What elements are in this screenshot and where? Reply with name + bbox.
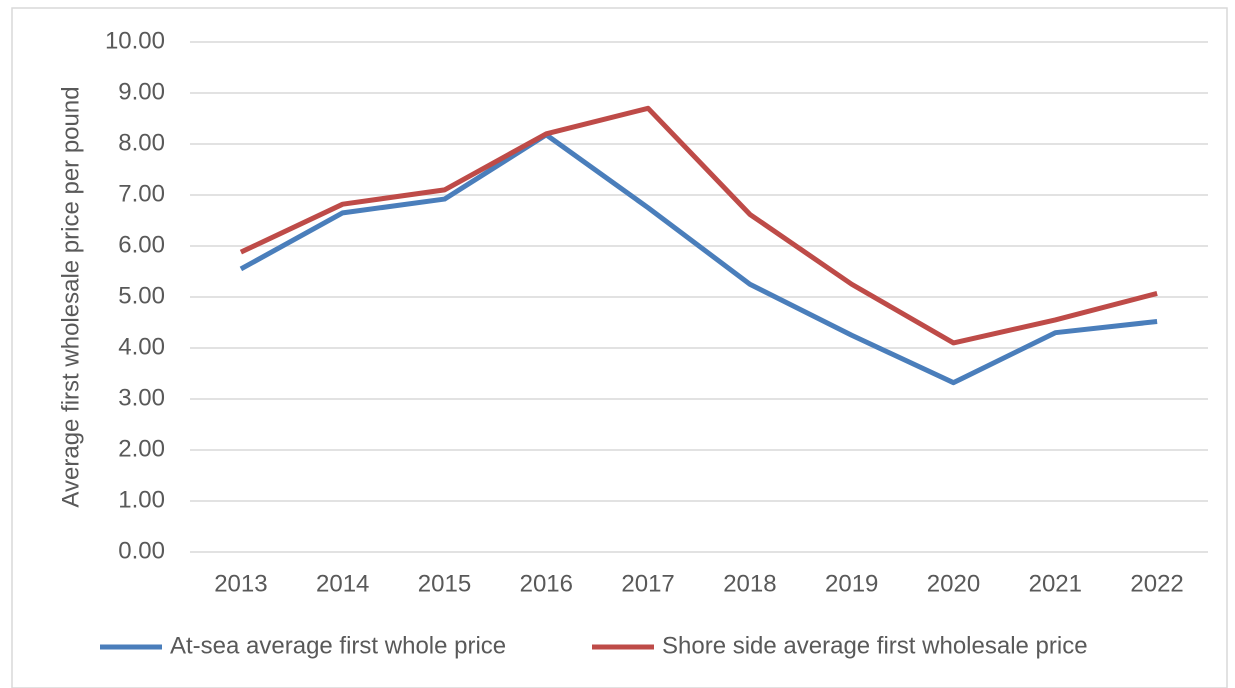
x-tick-label: 2020 <box>927 570 980 597</box>
legend-label: Shore side average first wholesale price <box>662 632 1088 659</box>
x-tick-label: 2014 <box>316 570 369 597</box>
y-tick-label: 9.00 <box>118 78 165 105</box>
x-tick-label: 2022 <box>1130 570 1183 597</box>
y-tick-label: 10.00 <box>105 27 165 54</box>
y-tick-label: 5.00 <box>118 282 165 309</box>
y-tick-label: 2.00 <box>118 435 165 462</box>
y-tick-label: 7.00 <box>118 180 165 207</box>
y-tick-label: 0.00 <box>118 537 165 564</box>
series-line <box>239 132 1158 386</box>
legend-label: At-sea average first whole price <box>170 632 506 659</box>
y-axis-label: Average first wholesale price per pound <box>57 86 84 507</box>
x-tick-label: 2019 <box>825 570 878 597</box>
x-tick-label: 2015 <box>418 570 471 597</box>
x-tick-label: 2017 <box>621 570 674 597</box>
y-tick-label: 4.00 <box>118 333 165 360</box>
series-line <box>239 105 1158 346</box>
y-tick-label: 6.00 <box>118 231 165 258</box>
x-tick-label: 2021 <box>1029 570 1082 597</box>
x-tick-label: 2013 <box>214 570 267 597</box>
y-tick-label: 8.00 <box>118 129 165 156</box>
y-tick-label: 3.00 <box>118 384 165 411</box>
y-tick-label: 1.00 <box>118 486 165 513</box>
x-tick-label: 2016 <box>520 570 573 597</box>
x-tick-label: 2018 <box>723 570 776 597</box>
